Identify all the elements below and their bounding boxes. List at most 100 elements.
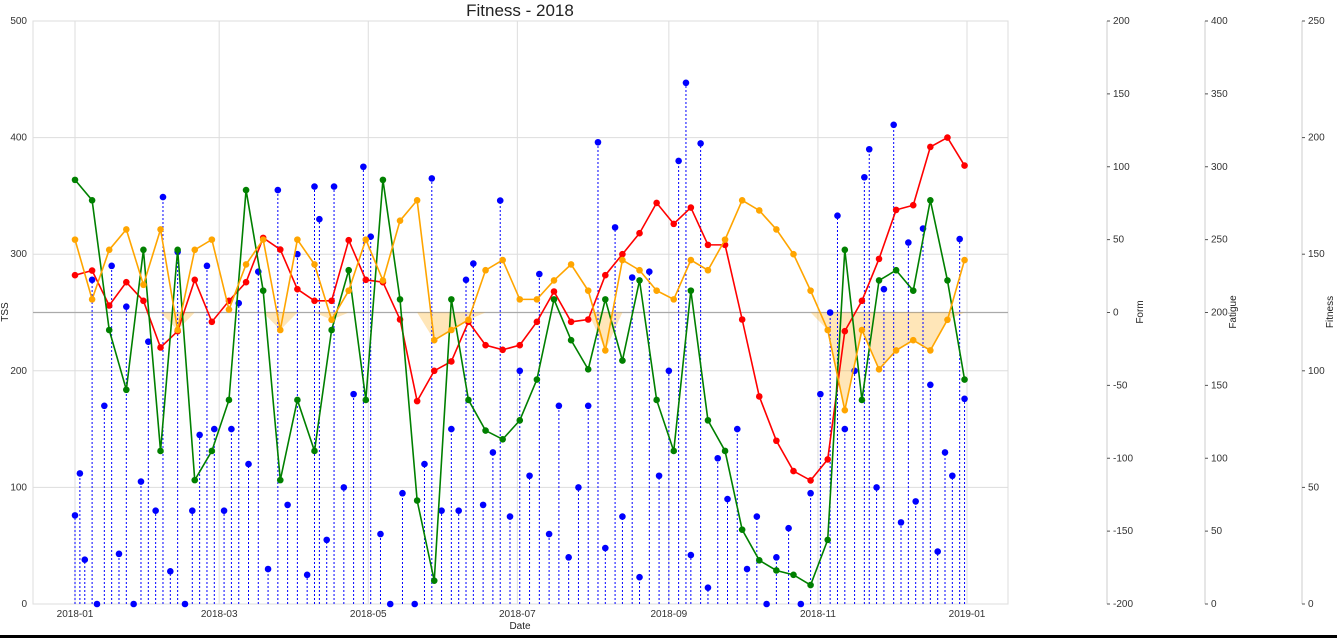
- form-point: [242, 261, 250, 268]
- y-tick-label-fatigue: 300: [1211, 162, 1228, 173]
- y-tick-label-fatigue: 0: [1211, 599, 1217, 610]
- tss-point: [506, 513, 514, 520]
- tss-point: [203, 262, 211, 270]
- form-point: [448, 326, 455, 334]
- fatigue-point: [892, 266, 900, 274]
- fatigue-point: [345, 266, 353, 274]
- form-negative-fill: [75, 312, 965, 411]
- tss-point: [489, 449, 497, 456]
- form-point: [567, 261, 575, 268]
- fatigue-point: [584, 366, 592, 373]
- fatigue-point: [755, 556, 763, 564]
- y-tick-label-fatigue: 100: [1211, 453, 1228, 464]
- fatigue-point: [105, 326, 113, 334]
- fitness-point: [687, 204, 695, 211]
- tss-point: [470, 260, 477, 267]
- fatigue-point: [721, 447, 729, 455]
- form-point: [755, 207, 763, 214]
- fatigue-point: [276, 476, 284, 484]
- fitness-point: [858, 297, 866, 305]
- tss-point: [264, 565, 272, 573]
- tss-point: [196, 431, 203, 439]
- fatigue-point: [259, 287, 267, 294]
- form-point: [619, 256, 626, 264]
- fitness-point: [208, 318, 216, 326]
- fatigue-point: [807, 581, 814, 589]
- form-fill: [75, 312, 965, 411]
- fatigue-point: [824, 536, 832, 544]
- tss-point: [773, 554, 780, 561]
- fitness-point: [448, 358, 455, 365]
- tss-point: [496, 197, 504, 204]
- fatigue-point: [602, 296, 609, 303]
- tss-point: [71, 512, 79, 519]
- tss-point: [411, 600, 418, 608]
- tss-point: [956, 235, 963, 243]
- tss-point: [316, 215, 323, 223]
- tss-point: [421, 460, 428, 468]
- tss-point: [545, 530, 553, 538]
- fitness-point: [602, 271, 609, 279]
- fitness-point: [533, 318, 541, 326]
- tss-point: [159, 193, 167, 201]
- y-axis-label-fatigue: Fatigue: [1228, 295, 1239, 329]
- form-point: [875, 366, 883, 373]
- form-point: [858, 326, 866, 334]
- fatigue-point: [875, 277, 883, 284]
- fatigue-point: [944, 277, 951, 284]
- tss-point: [687, 551, 695, 559]
- y-tick-label-tss: 300: [10, 249, 27, 260]
- tss-point: [115, 550, 123, 558]
- tss-point: [228, 425, 235, 433]
- tss-point: [108, 262, 115, 270]
- tss-point: [76, 470, 84, 477]
- fitness-point: [430, 367, 438, 375]
- tss-point: [897, 519, 905, 526]
- fatigue-point: [174, 246, 181, 254]
- form-point: [174, 326, 181, 334]
- form-point: [413, 196, 421, 204]
- y-tick-label-tss: 100: [10, 482, 27, 493]
- y-tick-label-fitness: 200: [1308, 133, 1325, 144]
- x-tick-label: 2018-09: [651, 609, 688, 620]
- fitness-point: [105, 302, 113, 309]
- form-point: [259, 236, 267, 243]
- tss-point: [905, 239, 912, 246]
- tss-point: [145, 338, 152, 345]
- fitness-point: [88, 267, 96, 274]
- tss-point: [841, 425, 849, 433]
- tss-point: [428, 175, 436, 182]
- fatigue-point: [225, 396, 233, 404]
- form-point: [738, 196, 746, 204]
- fitness-point: [328, 297, 335, 305]
- form-point: [927, 347, 934, 354]
- tss-point: [602, 544, 609, 552]
- fatigue-point: [294, 396, 301, 404]
- fatigue-point: [208, 447, 216, 455]
- form-point: [533, 296, 541, 303]
- tss-point: [526, 472, 533, 480]
- tss-point: [807, 489, 814, 497]
- fitness-point: [670, 220, 678, 228]
- fitness-point: [499, 346, 506, 354]
- fitness-point: [276, 246, 284, 253]
- y-tick-label-form: 0: [1113, 308, 1119, 319]
- form-point: [773, 226, 780, 233]
- tss-series: [71, 79, 968, 608]
- bottom-border: [0, 635, 1337, 638]
- fatigue-point: [242, 186, 250, 194]
- tss-point: [220, 507, 228, 515]
- fatigue-point: [738, 526, 746, 533]
- fatigue-point: [841, 246, 849, 254]
- fatigue-point: [123, 386, 130, 394]
- tss-point: [865, 145, 873, 153]
- tss-point: [949, 472, 956, 480]
- tss-point: [245, 460, 252, 468]
- form-point: [636, 266, 643, 274]
- fatigue-point: [430, 577, 438, 584]
- form-point: [790, 250, 797, 258]
- y-tick-label-fatigue: 150: [1211, 380, 1228, 391]
- y-tick-label-form: -50: [1113, 380, 1128, 391]
- fatigue-point: [191, 476, 199, 484]
- y-tick-label-form: -150: [1113, 526, 1133, 537]
